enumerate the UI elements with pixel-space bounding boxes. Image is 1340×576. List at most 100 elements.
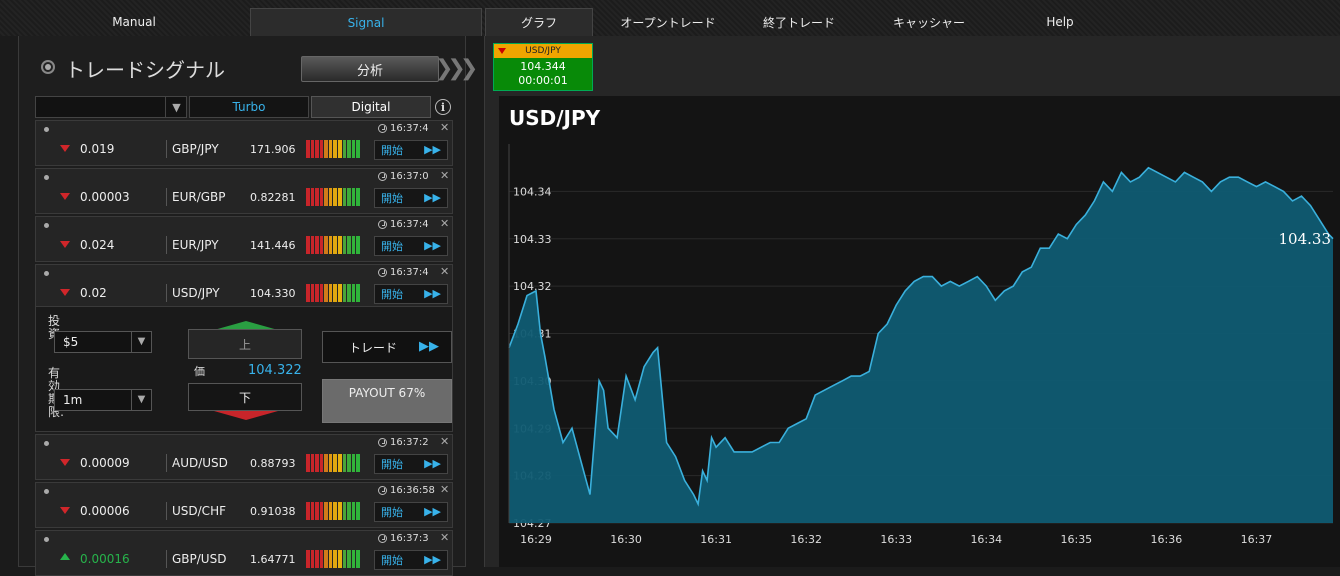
signal-change: 0.00016 xyxy=(80,552,130,566)
strength-meter xyxy=(306,236,360,254)
expiry-select[interactable]: 1m ▼ xyxy=(54,389,152,411)
close-icon[interactable]: ✕ xyxy=(440,531,450,544)
arrow-down-icon xyxy=(60,289,70,296)
meter-bar xyxy=(347,284,351,302)
signal-change: 0.019 xyxy=(80,142,115,156)
tab-digital[interactable]: Digital xyxy=(311,96,431,118)
start-button[interactable]: 開始 ▶▶ xyxy=(374,454,448,474)
arrow-down-icon xyxy=(60,459,70,466)
signal-pair: USD/JPY xyxy=(172,286,220,300)
radio-icon[interactable] xyxy=(41,60,55,74)
put-button[interactable]: 下 xyxy=(188,383,302,411)
meter-bar xyxy=(328,140,333,158)
meter-bar xyxy=(315,284,319,302)
meter-bar xyxy=(328,188,333,206)
tab-signal[interactable]: Signal xyxy=(250,8,482,36)
trade-button[interactable]: トレード ▶▶ xyxy=(322,331,452,363)
chevron-down-icon[interactable]: ▼ xyxy=(165,96,187,118)
meter-bar xyxy=(356,284,360,302)
close-icon[interactable]: ✕ xyxy=(440,265,450,278)
x-tick-label: 16:37 xyxy=(1241,533,1273,546)
meter-bar xyxy=(315,236,319,254)
close-icon[interactable]: ✕ xyxy=(440,121,450,134)
meter-bar xyxy=(351,550,356,568)
close-icon[interactable]: ✕ xyxy=(440,483,450,496)
signal-time: 16:37:0 xyxy=(378,171,429,182)
x-tick-label: 16:31 xyxy=(700,533,732,546)
meter-bar xyxy=(338,550,342,568)
signal-time-text: 16:37:3 xyxy=(390,533,429,544)
signal-row: 16:37:2 ✕ 0.00009 AUD/USD 0.88793 開始 ▶▶ xyxy=(35,434,453,480)
signal-time-text: 16:37:4 xyxy=(390,219,429,230)
tab-graph[interactable]: グラフ xyxy=(485,8,593,36)
strength-meter xyxy=(306,284,360,302)
tab-open-trades[interactable]: オープントレード xyxy=(620,15,716,30)
status-dot xyxy=(44,271,49,276)
info-button[interactable]: i xyxy=(433,96,453,118)
price-line xyxy=(508,166,1334,507)
meter-bar xyxy=(333,284,338,302)
strength-meter xyxy=(306,454,360,472)
close-icon[interactable]: ✕ xyxy=(440,169,450,182)
tab-manual[interactable]: Manual xyxy=(112,15,156,29)
investment-select[interactable]: $5 ▼ xyxy=(54,331,152,353)
meter-bar xyxy=(310,236,315,254)
strength-meter xyxy=(306,502,360,520)
trade-button-label: トレード xyxy=(349,340,398,355)
signal-pair: EUR/JPY xyxy=(172,238,219,252)
start-button[interactable]: 開始 ▶▶ xyxy=(374,236,448,256)
y-tick-label: 104.34 xyxy=(513,185,552,198)
close-icon[interactable]: ✕ xyxy=(440,435,450,448)
signal-price: 1.64771 xyxy=(250,553,296,566)
start-button[interactable]: 開始 ▶▶ xyxy=(374,284,448,304)
meter-bar xyxy=(310,284,315,302)
signal-pair: GBP/USD xyxy=(172,552,227,566)
clock-icon xyxy=(378,268,387,277)
meter-bar xyxy=(351,502,356,520)
trade-form: 投資: $5 ▼ 有効期限: 1m ▼ 上 価格: 104.322 下 トレード… xyxy=(35,306,453,432)
meter-bar xyxy=(324,188,328,206)
meter-bar xyxy=(306,236,310,254)
down-triangle-icon xyxy=(214,411,278,420)
x-tick-label: 16:36 xyxy=(1151,533,1183,546)
chevron-right-icon: ❯❯❯ xyxy=(435,56,478,81)
close-icon[interactable]: ✕ xyxy=(440,217,450,230)
chart-panel: USD/JPY 104.344 00:00:01 104.27104.28104… xyxy=(484,36,1340,567)
asset-filter-select[interactable] xyxy=(35,96,187,118)
x-tick-label: 16:30 xyxy=(610,533,642,546)
up-triangle-icon xyxy=(214,321,278,330)
meter-bar xyxy=(333,140,338,158)
start-button[interactable]: 開始 ▶▶ xyxy=(374,550,448,570)
meter-bar xyxy=(315,454,319,472)
signal-change: 0.00006 xyxy=(80,504,130,518)
meter-bar xyxy=(347,236,351,254)
meter-bar xyxy=(324,550,328,568)
asset-tab[interactable]: USD/JPY 104.344 00:00:01 xyxy=(493,43,593,91)
signal-time-text: 16:37:0 xyxy=(390,171,429,182)
meter-bar xyxy=(342,284,347,302)
meter-bar xyxy=(324,284,328,302)
tab-help[interactable]: Help xyxy=(1046,15,1074,29)
meter-bar xyxy=(347,502,351,520)
price-label: 価格: xyxy=(194,365,205,377)
meter-bar xyxy=(333,236,338,254)
start-button[interactable]: 開始 ▶▶ xyxy=(374,502,448,522)
tab-closed-trades[interactable]: 終了トレード xyxy=(762,15,835,30)
meter-bar xyxy=(310,502,315,520)
arrow-down-icon xyxy=(60,193,70,200)
meter-bar xyxy=(333,550,338,568)
start-button[interactable]: 開始 ▶▶ xyxy=(374,188,448,208)
price-chart[interactable]: 104.27104.28104.29104.30104.31104.32104.… xyxy=(499,96,1340,567)
status-dot xyxy=(44,537,49,542)
tab-cashier[interactable]: キャッシャー xyxy=(892,15,965,30)
signal-row: 16:37:4 ✕ 0.019 GBP/JPY 171.906 開始 ▶▶ xyxy=(35,120,453,166)
signal-time-text: 16:37:4 xyxy=(390,123,429,134)
signal-pair: EUR/GBP xyxy=(172,190,226,204)
analyze-button[interactable]: 分析 xyxy=(301,56,439,82)
call-button[interactable]: 上 xyxy=(188,329,302,359)
meter-bar xyxy=(338,502,342,520)
meter-bar xyxy=(338,284,342,302)
meter-bar xyxy=(306,454,310,472)
start-button[interactable]: 開始 ▶▶ xyxy=(374,140,448,160)
tab-turbo[interactable]: Turbo xyxy=(189,96,309,118)
